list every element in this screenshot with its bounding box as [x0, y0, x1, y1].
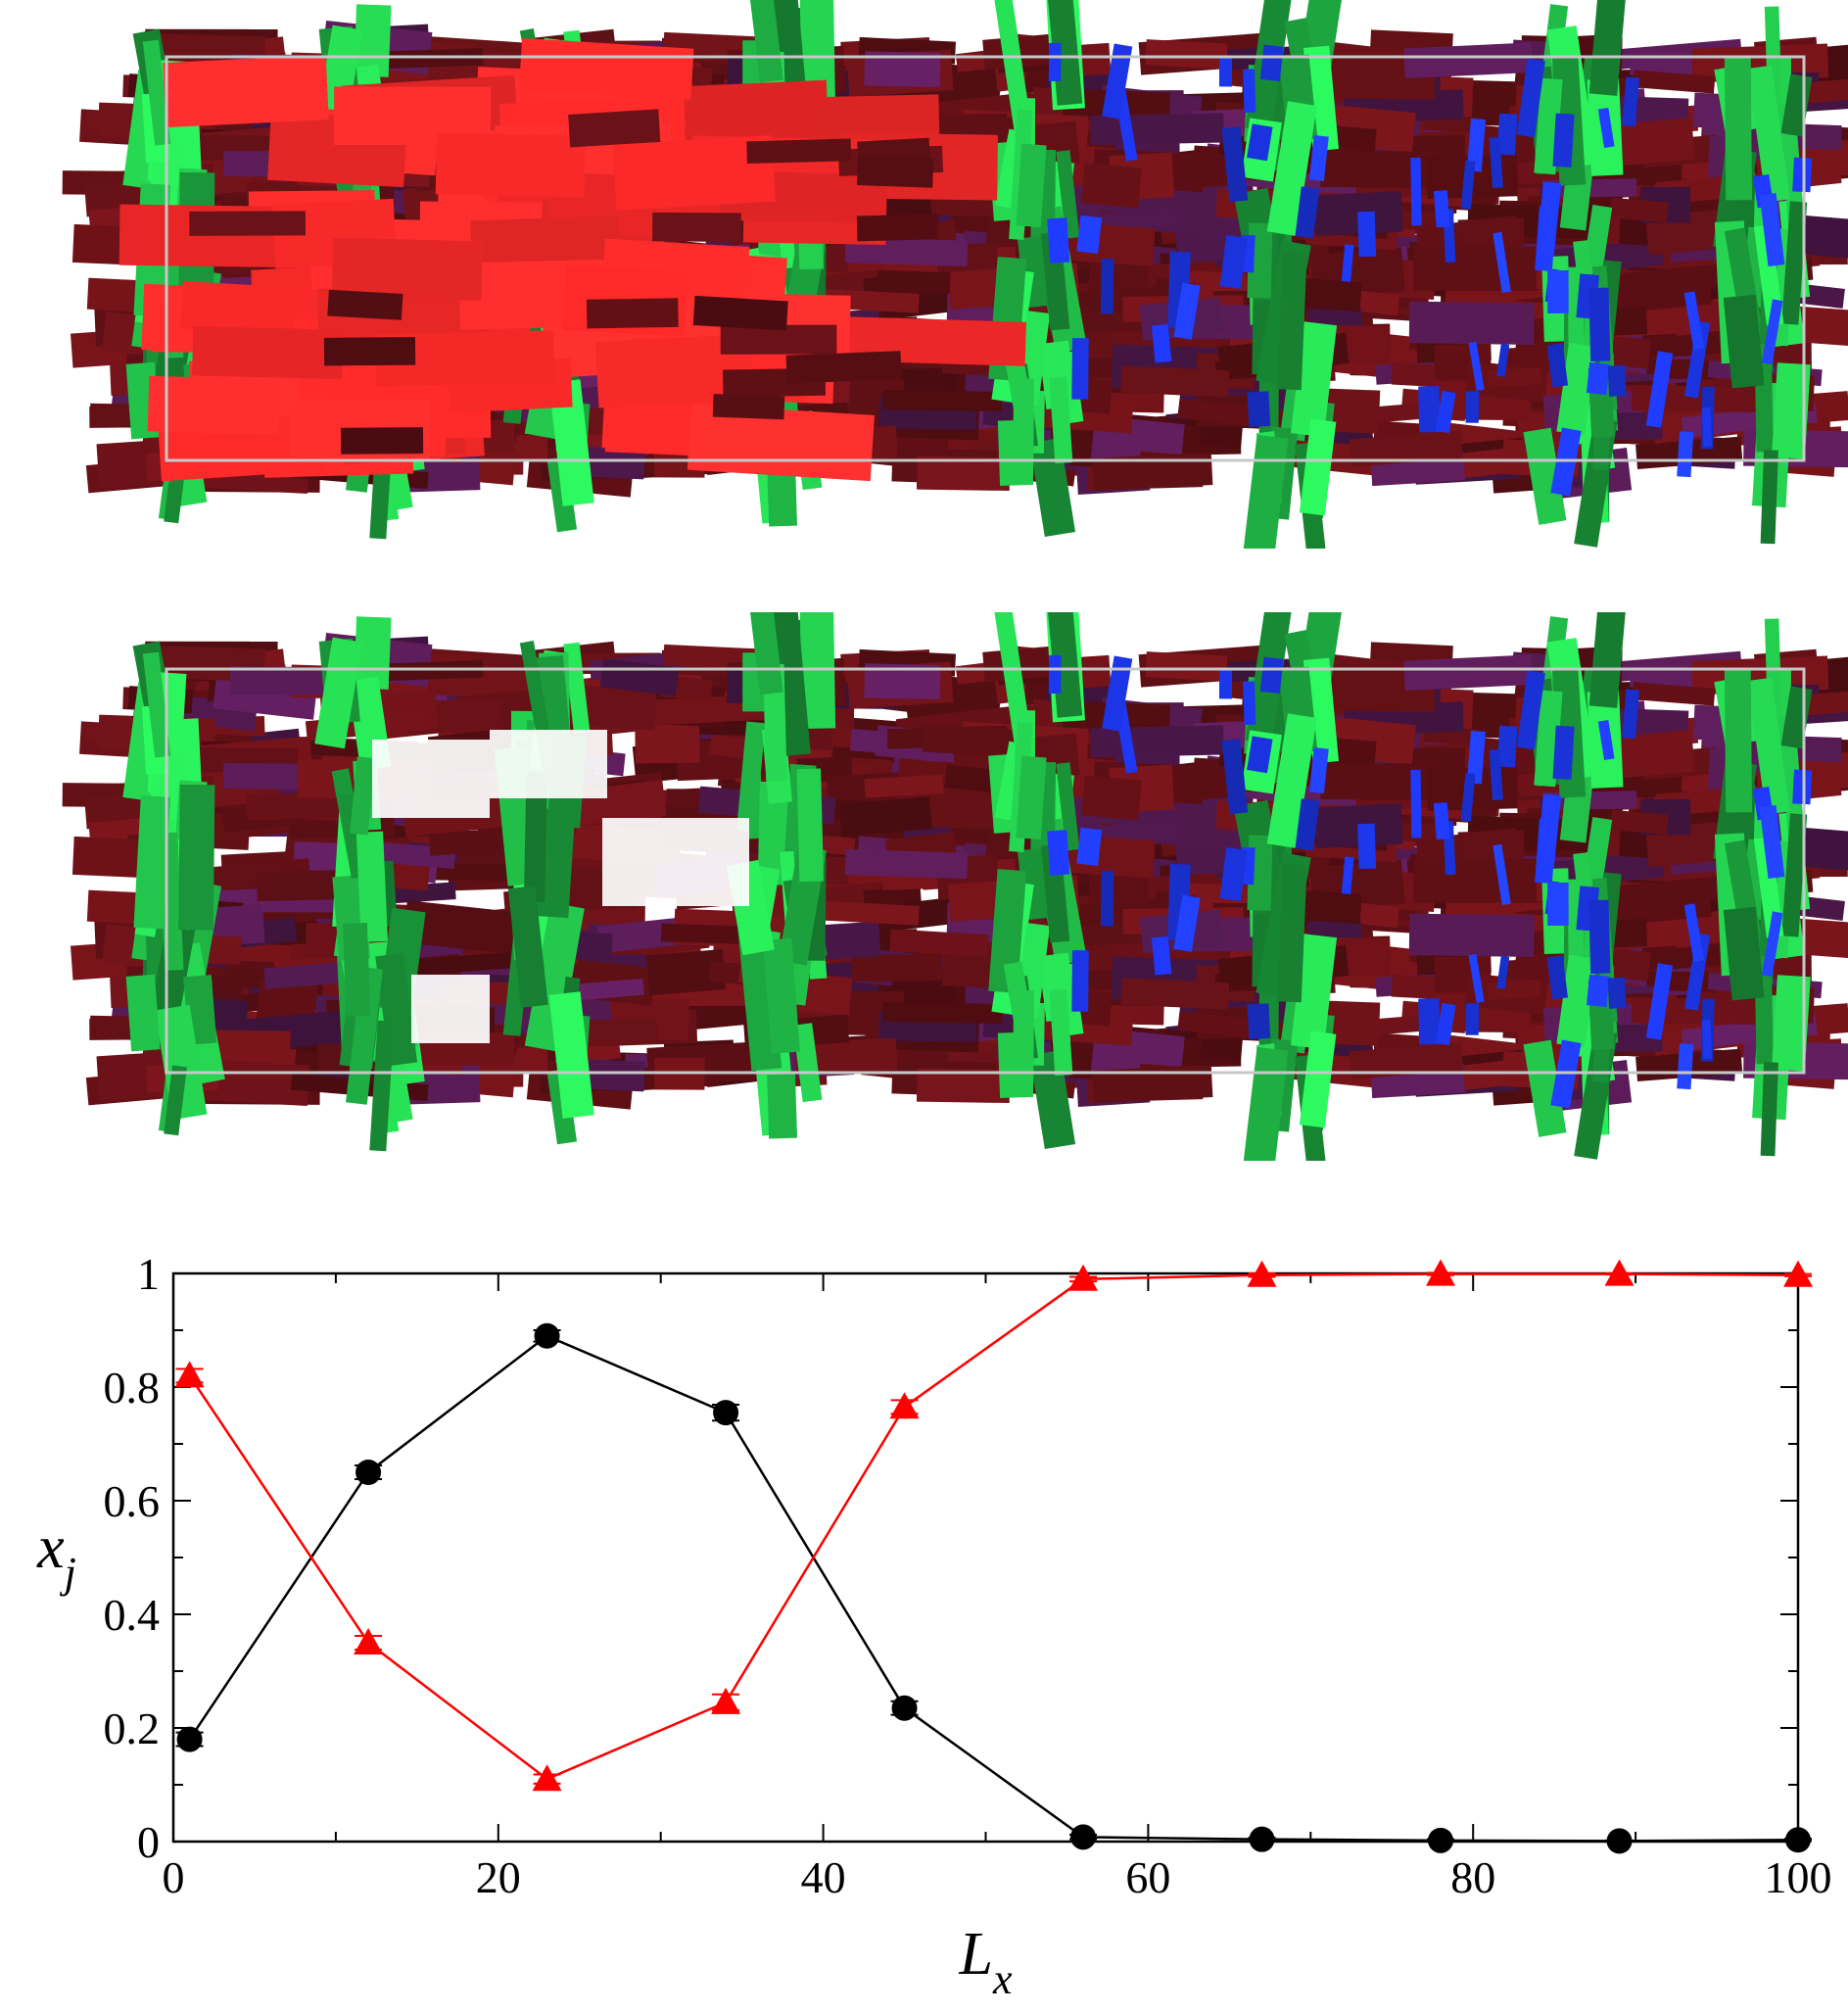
- y-tick-label: 0.6: [104, 1476, 161, 1526]
- data-point: [711, 1687, 741, 1714]
- y-tick-label: 0.2: [104, 1703, 161, 1753]
- x-tick-label: 20: [476, 1852, 521, 1902]
- y-tick-label: 0: [137, 1817, 160, 1867]
- data-point: [1604, 1259, 1635, 1286]
- snapshot-top: [62, 0, 1848, 549]
- data-point: [1783, 1260, 1813, 1287]
- series-line: [188, 1334, 1799, 1843]
- series-line: [188, 1272, 1799, 1781]
- x-tick-label: 80: [1450, 1852, 1495, 1902]
- data-point: [1068, 1264, 1099, 1291]
- data-point: [354, 1628, 384, 1654]
- data-point: [891, 1695, 918, 1721]
- x-tick-label: 100: [1765, 1852, 1832, 1902]
- x-tick-label: 40: [801, 1852, 846, 1902]
- particle-cloud: [62, 0, 1848, 549]
- y-tick-label: 0.8: [104, 1363, 161, 1413]
- data-point: [176, 1726, 203, 1752]
- data-point: [1426, 1259, 1456, 1286]
- data-point: [889, 1392, 920, 1419]
- data-point: [1247, 1260, 1277, 1287]
- x-axis-label: Lx: [958, 1921, 1012, 2003]
- y-axis-label: xj: [36, 1514, 76, 1597]
- data-point: [1249, 1826, 1275, 1852]
- series-triangle: [174, 1259, 1813, 1792]
- data-point: [532, 1764, 562, 1792]
- data-point: [713, 1400, 739, 1426]
- plot-frame: [171, 1271, 1800, 1844]
- y-tick-label: 1: [137, 1249, 160, 1299]
- simulation-box: [165, 55, 1806, 462]
- series-circle: [175, 1322, 1812, 1854]
- y-tick-label: 0.4: [104, 1590, 161, 1640]
- x-tick-label: 0: [163, 1852, 185, 1902]
- snapshot-bottom: [62, 612, 1848, 1161]
- data-point: [1070, 1824, 1097, 1850]
- data-point: [1428, 1827, 1454, 1853]
- data-point: [355, 1460, 382, 1485]
- xj-vs-lx-chart: 0 20 40 60 80 100 0 0.2 0.4 0.6 0.8 1 Lx xj: [36, 1249, 1832, 2003]
- data-point: [1606, 1828, 1633, 1854]
- data-point: [1785, 1827, 1811, 1853]
- x-tick-label: 60: [1125, 1852, 1170, 1902]
- simulation-box: [165, 667, 1806, 1075]
- particle-cloud: [62, 612, 1848, 1161]
- data-point: [174, 1361, 205, 1388]
- data-point: [534, 1322, 560, 1349]
